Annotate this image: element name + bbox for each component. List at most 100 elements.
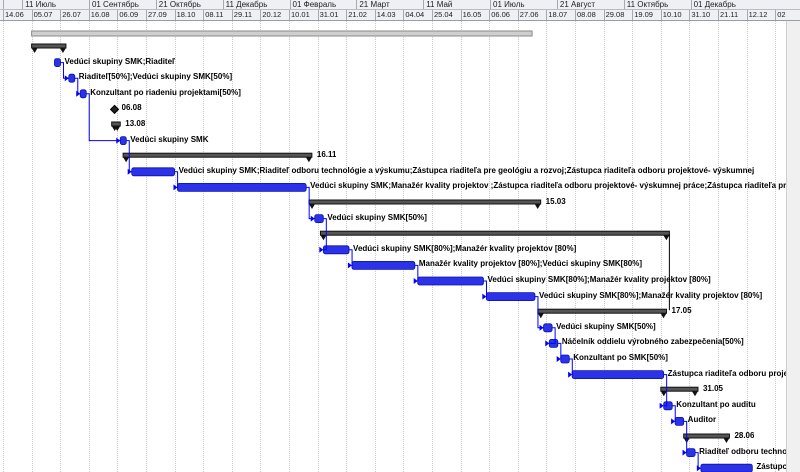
gridline [31, 21, 33, 472]
summary-end-cap[interactable] [691, 391, 698, 397]
task-resource-label: Náčelník oddielu výrobného zabezpečenia[… [561, 337, 744, 347]
timescale-major-cell: 01 Декабрь [690, 0, 771, 9]
task-bar[interactable] [351, 260, 416, 270]
task-bar[interactable] [485, 292, 536, 302]
dependency-arrow[interactable] [64, 75, 69, 82]
summary-start-cap[interactable] [309, 204, 316, 209]
summary-end-cap[interactable] [305, 157, 312, 163]
timescale-minor-cell: 20.12 [260, 10, 289, 20]
date-label: 15.03 [545, 197, 566, 206]
gridline [317, 21, 319, 472]
dependency-arrow[interactable] [413, 278, 418, 284]
date-label: 13.08 [125, 119, 146, 128]
dependency-link[interactable] [569, 358, 573, 376]
dependency-arrow[interactable] [116, 137, 121, 144]
summary-start-cap[interactable] [320, 235, 327, 241]
timescale-minor-cell: 27.06 [517, 10, 547, 20]
dependency-arrow[interactable] [671, 418, 676, 425]
dependency-link[interactable] [557, 342, 562, 360]
summary-end-cap[interactable] [534, 204, 541, 209]
summary-bar[interactable] [308, 199, 542, 205]
dependency-link[interactable] [672, 405, 676, 422]
summary-bar[interactable] [111, 121, 121, 127]
dependency-arrow[interactable] [319, 246, 324, 253]
timescale-major-row: 11 Июль 01 Сентябрь 21 Октябрь 11 Декабрь 01… [0, 0, 800, 10]
dependency-arrow[interactable] [347, 262, 352, 269]
dependency-arrow[interactable] [556, 356, 561, 362]
task-resource-label: Auditor [687, 415, 717, 425]
date-label: 16.11 [316, 150, 337, 160]
gridline [546, 21, 548, 472]
gridline [260, 21, 262, 472]
summary-end-cap[interactable] [114, 126, 121, 131]
dependency-arrow[interactable] [482, 293, 487, 300]
dependency-link[interactable] [414, 264, 419, 282]
task-resource-label: Vedúci skupiny SMK;Riaditeľ odboru techn… [178, 165, 755, 175]
dependency-link[interactable] [323, 218, 327, 251]
task-bar[interactable] [68, 73, 76, 83]
dependency-arrow[interactable] [173, 184, 178, 191]
dependency-arrow[interactable] [76, 90, 81, 97]
milestone-diamond[interactable] [109, 104, 120, 115]
timescale-major-cell: 21 Октябрь [155, 0, 223, 9]
gantt-chart-area[interactable]: Vedúci skupiny SMK;Riaditeľ Riaditeľ[50%]… [0, 21, 800, 472]
task-bar[interactable] [700, 463, 753, 472]
task-bar[interactable] [177, 182, 307, 192]
task-resource-label: Vedúci skupiny SMK[50%] [556, 321, 656, 331]
summary-start-cap[interactable] [660, 391, 667, 397]
summary-bar[interactable] [660, 386, 699, 392]
dependency-link[interactable] [683, 420, 688, 454]
task-bar[interactable] [686, 448, 696, 458]
summary-start-cap[interactable] [31, 48, 38, 53]
task-bar[interactable] [560, 354, 570, 364]
task-bar[interactable] [417, 276, 484, 286]
summary-start-cap[interactable] [537, 313, 544, 319]
dependency-arrow[interactable] [696, 465, 701, 472]
task-resource-label: Konzultant po auditu [676, 399, 756, 409]
summary-start-cap[interactable] [123, 157, 130, 163]
timescale-minor-cell: 29.08 [603, 10, 633, 20]
task-resource-label: Vedúci skupiny SMK [130, 134, 209, 144]
dependency-arrow[interactable] [568, 371, 573, 378]
task-resource-label: Vedúci skupiny SMK[80%];Manažér kvality … [353, 243, 577, 253]
summary-end-cap[interactable] [723, 438, 730, 443]
summary-bar[interactable] [31, 43, 67, 49]
dependency-link[interactable] [483, 280, 487, 298]
task-bar[interactable] [119, 136, 127, 145]
vertical-scrollbar[interactable] [786, 21, 800, 472]
dependency-arrow[interactable] [659, 402, 664, 409]
dependency-link[interactable] [174, 171, 179, 188]
gridline [203, 21, 205, 472]
summary-bar[interactable] [537, 308, 668, 314]
task-bar[interactable] [322, 245, 350, 255]
task-bar[interactable] [131, 167, 175, 177]
summary-bar[interactable] [122, 152, 313, 158]
dependency-link[interactable] [86, 93, 121, 142]
dependency-link[interactable] [349, 249, 353, 266]
gridline [88, 21, 90, 472]
dependency-link[interactable] [663, 374, 668, 407]
date-label: 28.06 [734, 431, 755, 440]
timescale-minor-row: 14.06 05.07 26.07 16.08 06.09 27.09 18.10 08.11… [0, 10, 800, 21]
dependency-arrow[interactable] [127, 168, 132, 175]
timescale-minor-cell: 31.01 [317, 10, 347, 20]
task-bar[interactable] [79, 89, 87, 99]
summary-bar[interactable] [319, 230, 670, 236]
dependency-link[interactable] [549, 327, 556, 344]
task-bar[interactable] [674, 416, 685, 426]
task-bar[interactable] [543, 323, 553, 333]
summary-end-cap[interactable] [59, 48, 66, 53]
summary-end-cap[interactable] [660, 313, 667, 319]
project-summary-bar[interactable] [31, 30, 533, 37]
gridline [374, 21, 376, 472]
gridline [632, 21, 634, 472]
summary-bar[interactable] [683, 433, 730, 439]
summary-end-cap[interactable] [663, 235, 670, 241]
task-bar[interactable] [314, 214, 324, 224]
dependency-arrow[interactable] [310, 215, 315, 222]
dependency-arrow[interactable] [545, 340, 550, 347]
task-bar[interactable] [54, 58, 61, 67]
task-bar[interactable] [571, 370, 665, 380]
dependency-arrow[interactable] [539, 324, 544, 331]
dependency-arrow[interactable] [682, 449, 687, 456]
